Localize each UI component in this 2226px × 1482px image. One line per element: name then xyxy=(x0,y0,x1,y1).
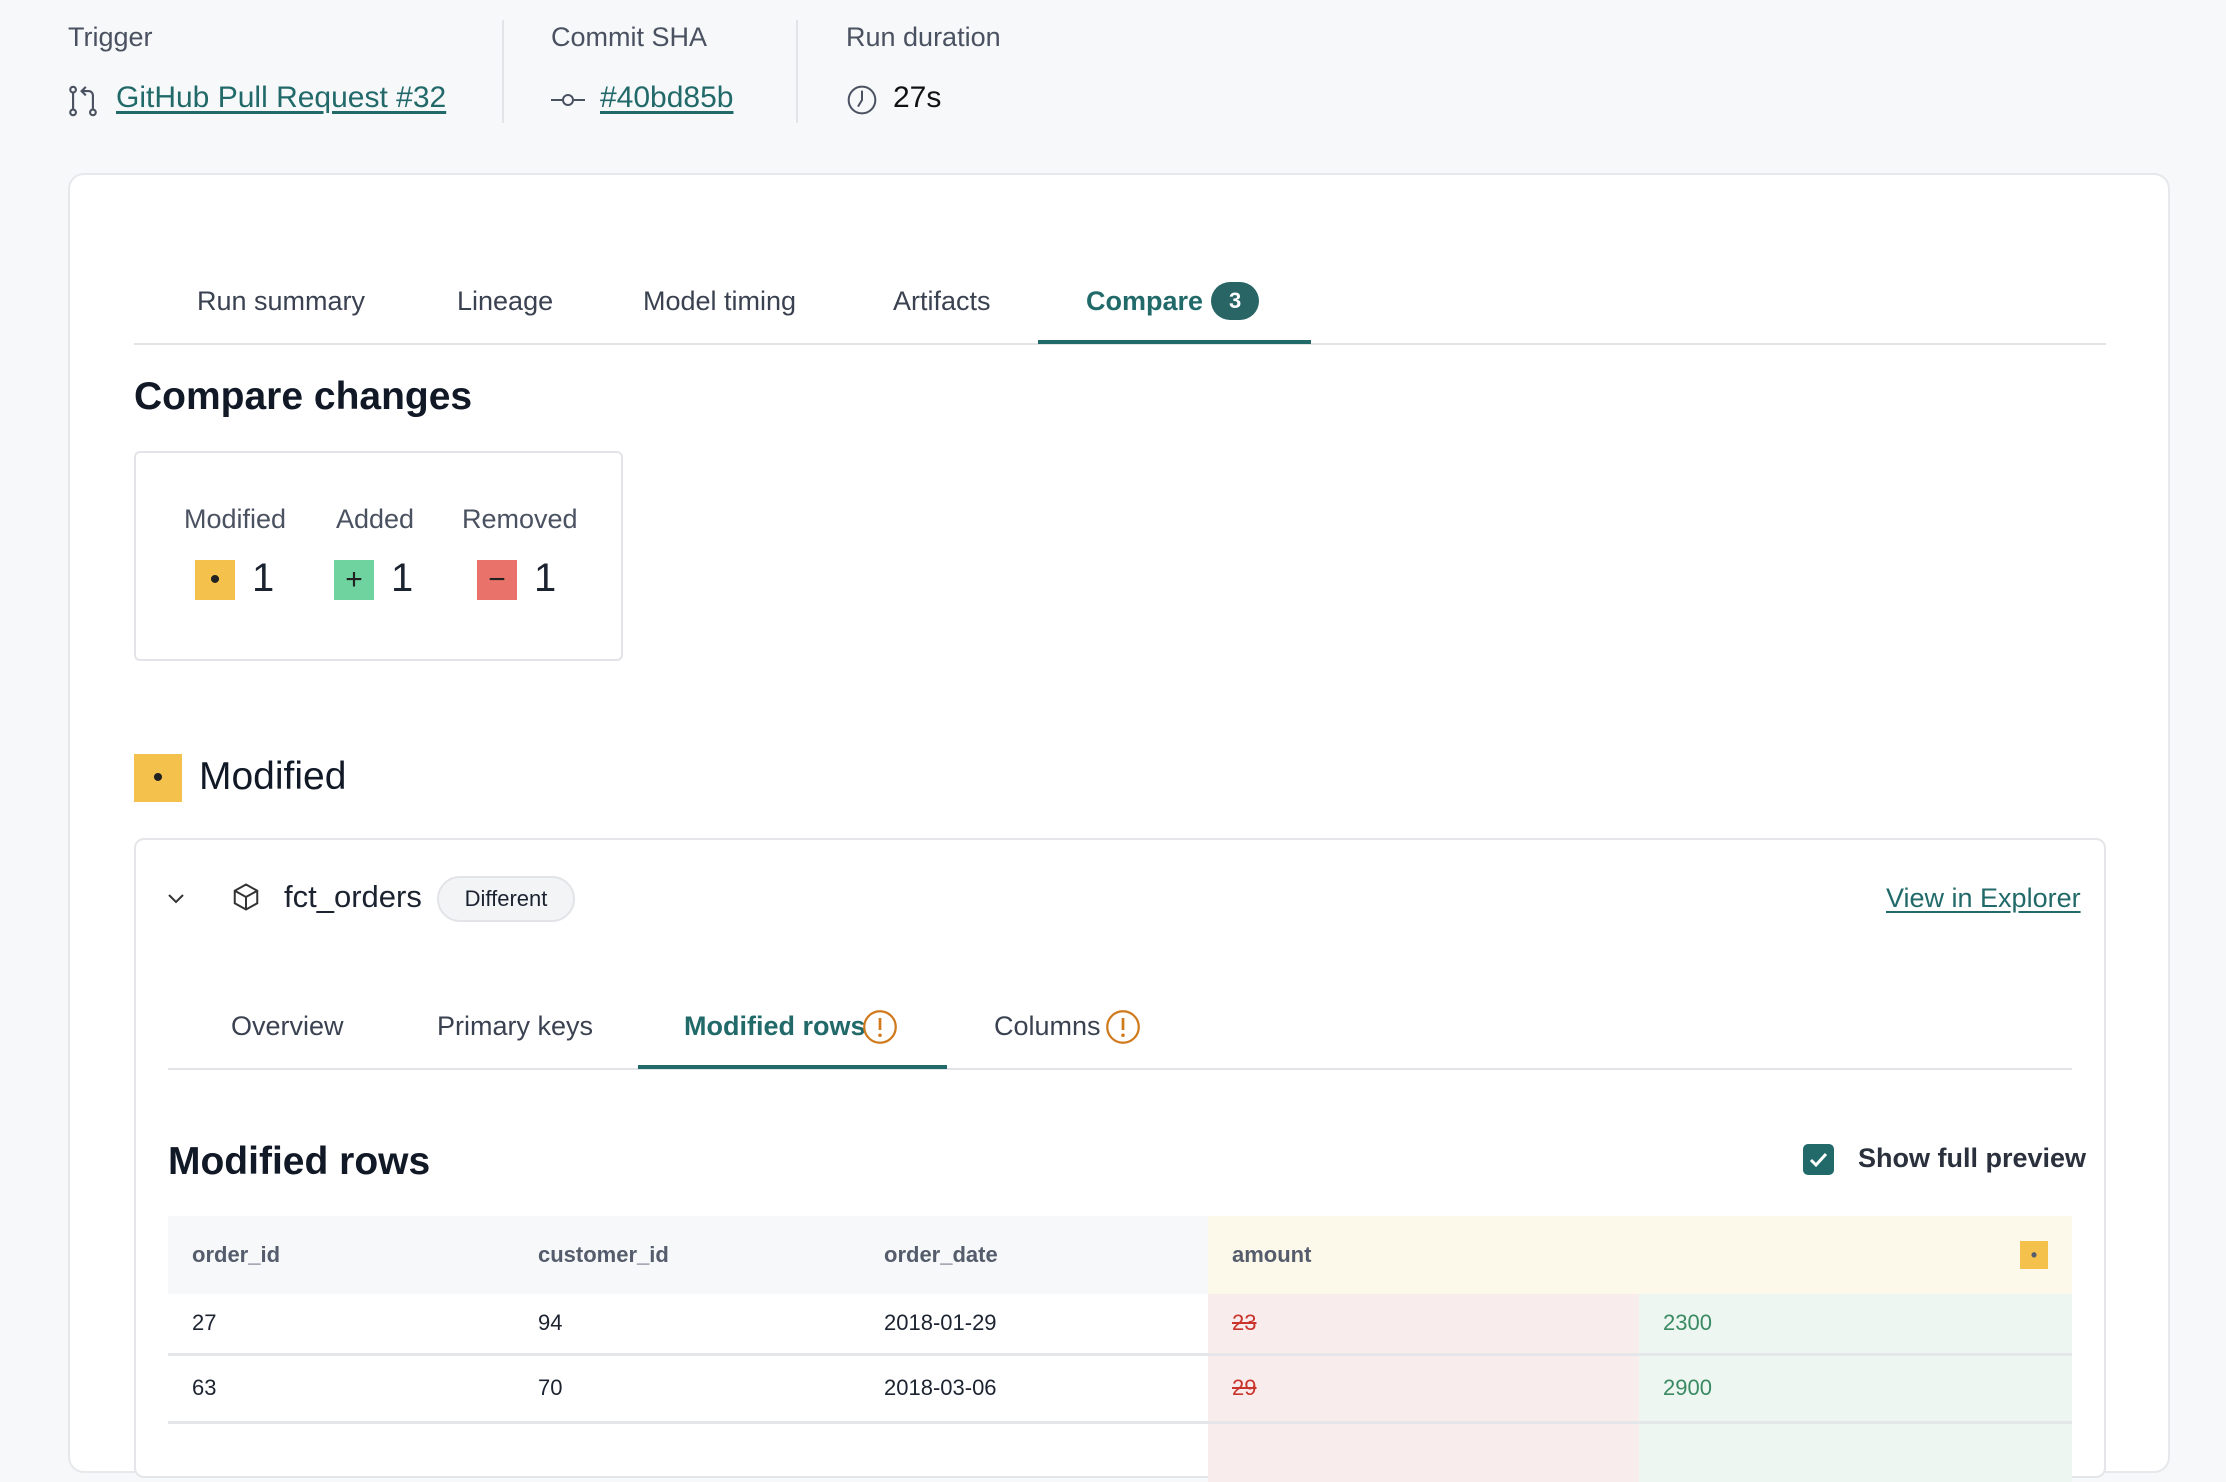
cell: 2018-01-29 xyxy=(860,1294,1208,1356)
summary-added-label: Added xyxy=(336,504,415,534)
column-header: order_date xyxy=(860,1216,1208,1294)
show-full-preview-label: Show full preview xyxy=(1858,1143,2087,1173)
model-cube-icon xyxy=(233,883,259,911)
removed-icon: − xyxy=(477,560,517,600)
old-value-cell: 29 xyxy=(1208,1354,1639,1424)
cell: 70 xyxy=(514,1354,860,1424)
tab-model-timing[interactable]: Model timing xyxy=(643,286,797,316)
compare-title: Compare changes xyxy=(134,375,473,418)
subtabs-divider xyxy=(168,1068,2072,1070)
cell: 27 xyxy=(168,1294,514,1356)
status-badge: Different xyxy=(437,876,575,922)
column-header: customer_id xyxy=(514,1216,860,1294)
removed-count: 1 xyxy=(534,556,557,600)
cell: 63 xyxy=(168,1354,514,1424)
subtab-overview[interactable]: Overview xyxy=(231,1011,344,1041)
modified-column-icon: • xyxy=(2020,1241,2048,1269)
clock-icon xyxy=(847,85,877,115)
modified-rows-title: Modified rows xyxy=(168,1140,431,1183)
tab-artifacts[interactable]: Artifacts xyxy=(893,286,991,316)
commit-icon xyxy=(551,94,585,106)
compare-count-badge: 3 xyxy=(1211,282,1260,320)
modified-icon: • xyxy=(195,560,235,600)
summary-removed-label: Removed xyxy=(462,504,578,534)
warning-icon xyxy=(863,1010,897,1044)
trigger-label: Trigger xyxy=(68,22,153,52)
divider xyxy=(796,20,798,123)
pull-request-icon xyxy=(69,85,97,117)
old-value-cell: 23 xyxy=(1208,1294,1639,1356)
summary-modified-label: Modified xyxy=(184,504,287,534)
column-header: order_id xyxy=(168,1216,514,1294)
warning-icon xyxy=(1106,1010,1140,1044)
duration-label: Run duration xyxy=(846,22,1001,52)
modified-count: 1 xyxy=(252,556,275,600)
divider xyxy=(502,20,504,123)
modified-rows-table: order_id customer_id order_date amount • … xyxy=(168,1216,2072,1482)
column-header-label: amount xyxy=(1232,1242,1312,1267)
modified-section-icon: • xyxy=(134,754,182,802)
column-header-amount: amount • xyxy=(1208,1216,2072,1294)
model-name: fct_orders xyxy=(284,879,422,914)
table-row: 27 94 2018-01-29 23 2300 xyxy=(168,1294,2072,1356)
added-count: 1 xyxy=(391,556,414,600)
tabs-divider xyxy=(134,343,2106,345)
tab-run-summary[interactable]: Run summary xyxy=(197,286,366,316)
checkmark-icon xyxy=(1809,1152,1828,1168)
summary-box xyxy=(134,451,623,661)
modified-section-title: Modified xyxy=(199,755,347,798)
chevron-down-icon[interactable] xyxy=(166,888,186,908)
cell: 94 xyxy=(514,1294,860,1356)
commit-label: Commit SHA xyxy=(551,22,708,52)
show-full-preview-checkbox[interactable] xyxy=(1803,1144,1834,1175)
trigger-link[interactable]: GitHub Pull Request #32 xyxy=(116,81,447,114)
view-in-explorer-link[interactable]: View in Explorer xyxy=(1886,883,2081,913)
cell: 2018-03-06 xyxy=(860,1354,1208,1424)
duration-value: 27s xyxy=(893,81,942,114)
table-row: 63 70 2018-03-06 29 2900 xyxy=(168,1354,2072,1424)
tab-lineage[interactable]: Lineage xyxy=(457,286,554,316)
added-icon: + xyxy=(334,560,374,600)
active-subtab-indicator xyxy=(638,1065,947,1069)
subtab-columns[interactable]: Columns xyxy=(994,1011,1101,1041)
active-tab-indicator xyxy=(1038,340,1311,344)
subtab-modified-rows[interactable]: Modified rows xyxy=(684,1011,866,1041)
commit-link[interactable]: #40bd85b xyxy=(600,81,734,114)
table-header: order_id customer_id order_date amount • xyxy=(168,1216,2072,1294)
new-value-cell: 2300 xyxy=(1639,1294,2072,1356)
tab-compare[interactable]: Compare xyxy=(1086,286,1204,316)
new-value-cell: 2900 xyxy=(1639,1354,2072,1424)
subtab-primary-keys[interactable]: Primary keys xyxy=(437,1011,594,1041)
